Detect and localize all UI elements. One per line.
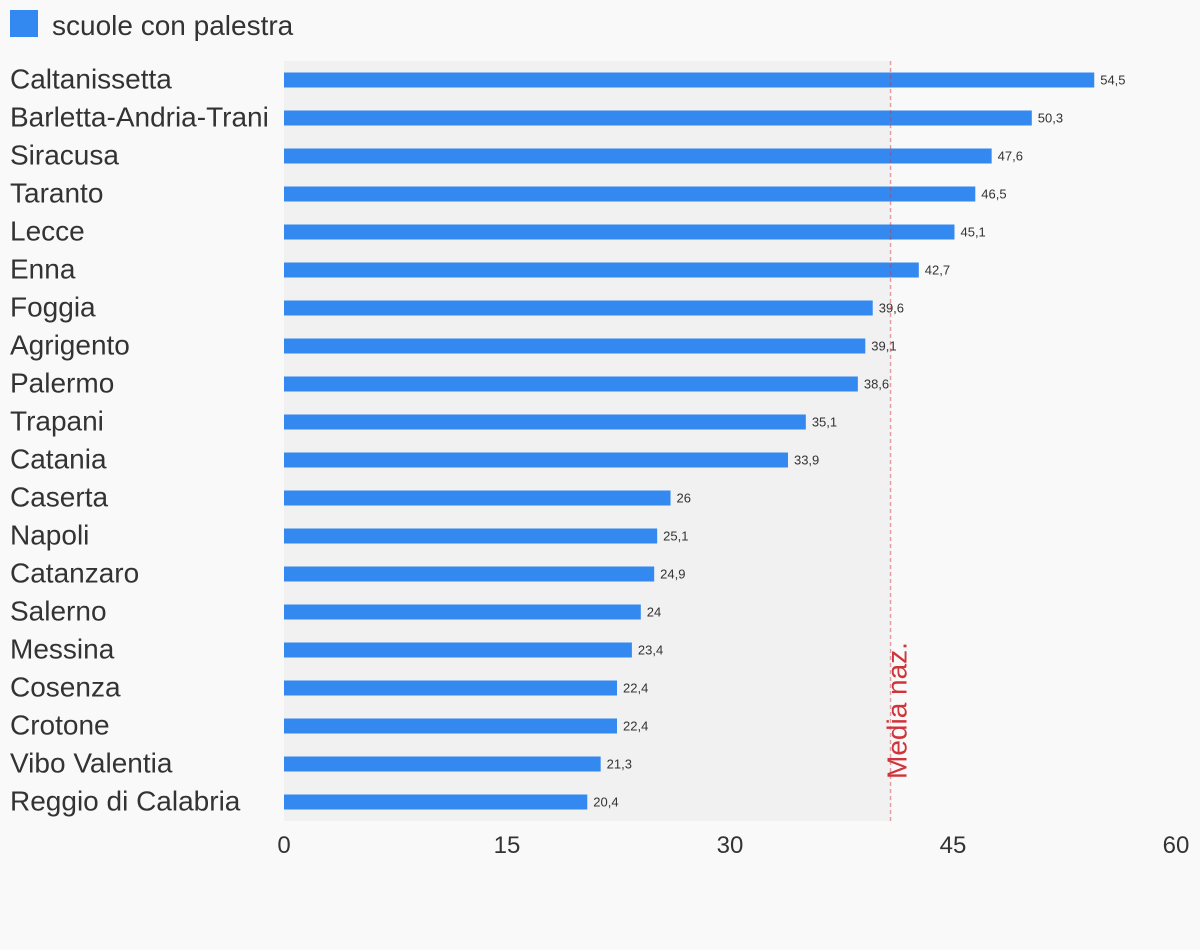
value-label: 23,4 (638, 642, 663, 657)
value-label: 24,9 (660, 566, 685, 581)
bar (284, 756, 601, 772)
category-label: Palermo (10, 367, 114, 398)
value-label: 22,4 (623, 718, 648, 733)
value-label: 24 (647, 604, 661, 619)
x-tick-label: 30 (717, 832, 744, 859)
bar (284, 376, 858, 392)
value-label: 38,6 (864, 376, 889, 391)
legend-label: scuole con palestra (52, 10, 294, 41)
category-label: Vibo Valentia (10, 747, 173, 778)
category-label: Crotone (10, 709, 110, 740)
legend-swatch (10, 10, 38, 37)
category-label: Lecce (10, 215, 85, 246)
value-label: 46,5 (981, 186, 1006, 201)
bar (284, 452, 788, 468)
value-label: 47,6 (998, 148, 1023, 163)
value-label: 26 (677, 490, 691, 505)
category-label: Reggio di Calabria (10, 785, 241, 816)
category-label: Catania (10, 443, 107, 474)
bar (284, 148, 992, 164)
category-label: Trapani (10, 405, 104, 436)
category-label: Taranto (10, 177, 103, 208)
category-label: Cosenza (10, 671, 121, 702)
x-tick-label: 60 (1163, 832, 1190, 859)
bar (284, 110, 1032, 126)
bar (284, 338, 866, 354)
category-label: Barletta-Andria-Trani (10, 101, 269, 132)
category-label: Messina (10, 633, 115, 664)
value-label: 39,1 (871, 338, 896, 353)
category-label: Agrigento (10, 329, 130, 360)
value-label: 25,1 (663, 528, 688, 543)
bar (284, 72, 1095, 88)
reference-label: Media naz. (882, 642, 913, 779)
x-tick-label: 0 (277, 832, 290, 859)
reference-region (284, 61, 891, 821)
category-label: Caltanissetta (10, 63, 172, 94)
value-label: 22,4 (623, 680, 648, 695)
category-label: Salerno (10, 595, 107, 626)
value-label: 33,9 (794, 452, 819, 467)
value-label: 20,4 (593, 794, 618, 809)
bar (284, 642, 632, 658)
bar (284, 794, 588, 810)
value-label: 35,1 (812, 414, 837, 429)
value-label: 50,3 (1038, 110, 1063, 125)
bar (284, 490, 671, 506)
bar (284, 186, 976, 202)
bar (284, 566, 655, 582)
bar (284, 224, 955, 240)
value-label: 42,7 (925, 262, 950, 277)
category-label: Siracusa (10, 139, 119, 170)
x-tick-label: 15 (494, 832, 521, 859)
value-label: 45,1 (960, 224, 985, 239)
bar (284, 528, 658, 544)
category-label: Caserta (10, 481, 108, 512)
bar (284, 604, 641, 620)
value-label: 39,6 (879, 300, 904, 315)
category-label: Napoli (10, 519, 89, 550)
bar (284, 414, 806, 430)
bar (284, 262, 919, 278)
value-label: 21,3 (607, 756, 632, 771)
value-label: 54,5 (1100, 72, 1125, 87)
category-label: Enna (10, 253, 76, 284)
category-label: Foggia (10, 291, 96, 322)
bar (284, 718, 618, 734)
bar (284, 300, 873, 316)
bar (284, 680, 618, 696)
category-label: Catanzaro (10, 557, 139, 588)
x-tick-label: 45 (940, 832, 967, 859)
